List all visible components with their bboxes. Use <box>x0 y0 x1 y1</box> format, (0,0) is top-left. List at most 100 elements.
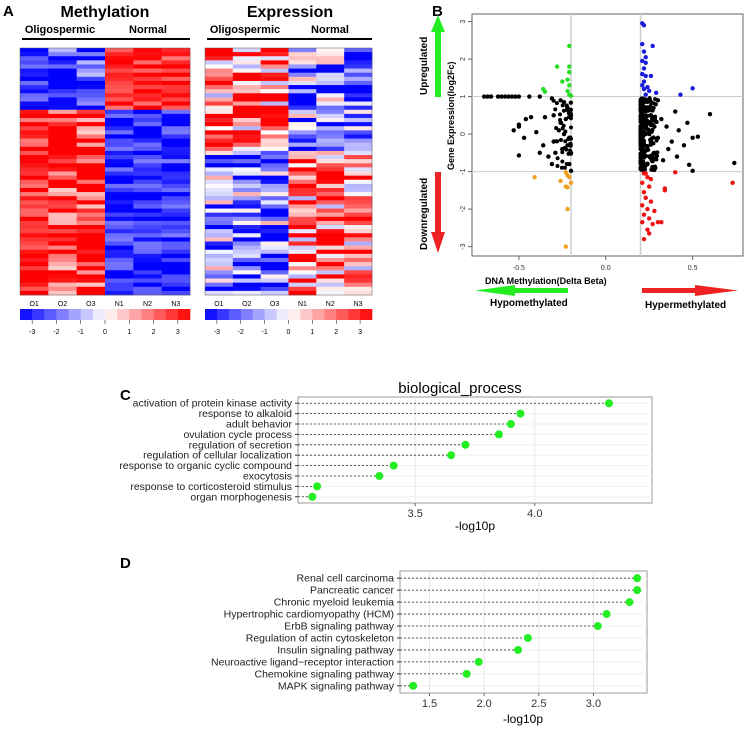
heatmap-cell <box>133 200 162 205</box>
heatmap-cell <box>344 229 373 234</box>
hypomethylated-label: Hypomethylated <box>490 298 568 309</box>
category-label: adult behavior <box>226 419 292 431</box>
heatmap-cell <box>232 196 261 201</box>
heatmap-cell <box>76 270 106 275</box>
methylation-group-oligo: Oligospermic <box>25 24 95 36</box>
heatmap-cell <box>288 266 317 271</box>
heatmap-cell <box>48 167 77 172</box>
heatmap-cell <box>76 257 106 263</box>
heatmap-cell <box>161 113 191 119</box>
heatmap-cell <box>260 146 289 152</box>
heatmap-cell <box>20 216 49 222</box>
colorbar-swatch <box>348 309 361 320</box>
heatmap-cell <box>260 212 289 218</box>
kegg-pathway-chart: 1.5 2.0 2.5 3.0 Renal cell carcinomaPancreat… <box>211 570 648 710</box>
heatmap-cell <box>260 200 289 205</box>
heatmap-cell <box>260 68 289 73</box>
scatter-point-hyper-up <box>641 49 647 54</box>
heatmap-cell <box>48 171 77 176</box>
scatter-point <box>558 112 563 117</box>
colorbar-tick: 3 <box>358 329 362 336</box>
scatter-point-not-significant <box>534 129 539 135</box>
heatmap-cell <box>161 85 191 90</box>
scatter-point-not-significant <box>674 154 680 159</box>
column-label: N3 <box>354 301 363 308</box>
column-label: O1 <box>214 301 223 308</box>
heatmap-cell <box>161 249 191 255</box>
heatmap-cell <box>288 208 317 213</box>
heatmap-cell <box>20 196 49 201</box>
heatmap-cell <box>133 233 162 238</box>
heatmap-cell <box>344 183 373 189</box>
scatter-point-not-significant <box>567 161 572 167</box>
heatmap-cell <box>105 290 134 296</box>
heatmap-cell <box>316 262 345 267</box>
category-label: Insulin signaling pathway <box>277 644 394 656</box>
category-label: regulation of cellular localization <box>143 450 292 462</box>
heatmap-cell <box>161 117 191 123</box>
heatmap-cell <box>288 138 317 143</box>
scatter-point-not-significant <box>516 124 522 129</box>
heatmap-cell <box>205 76 234 82</box>
heatmap-cell <box>232 192 261 197</box>
heatmap-cell <box>316 89 345 94</box>
y-tick-label: -1 <box>460 168 467 174</box>
scatter-point-hyper-down <box>645 175 650 180</box>
heatmap-cell <box>133 85 162 90</box>
colorbar-swatch <box>129 309 142 320</box>
heatmap-cell <box>133 155 162 160</box>
heatmap-cell <box>260 167 289 172</box>
heatmap-cell <box>232 204 261 209</box>
scatter-point-hyper-down <box>730 180 735 186</box>
heatmap-cell <box>288 192 317 197</box>
heatmap-cell <box>288 97 317 102</box>
heatmap-cell <box>133 163 162 168</box>
scatter-point-hyper-down <box>640 203 645 208</box>
scatter-point-not-significant <box>549 96 555 101</box>
scatter-point-hyper-down <box>643 195 648 201</box>
heatmap-cell <box>48 64 77 69</box>
heatmap-cell <box>161 278 191 283</box>
heatmap-cell <box>232 76 261 82</box>
heatmap-cell <box>48 290 77 296</box>
heatmap-cell <box>48 68 77 73</box>
plot-area <box>399 570 648 694</box>
heatmap-cell <box>260 80 289 86</box>
heatmap-cell <box>48 220 77 226</box>
scatter-point <box>560 150 565 155</box>
heatmap-cell <box>344 167 373 172</box>
scatter-point-not-significant <box>567 135 572 141</box>
heatmap-cell <box>48 76 77 82</box>
heatmap-cell <box>344 290 373 296</box>
scatter-point-hyper-down <box>640 180 645 186</box>
heatmap-cell <box>205 233 234 238</box>
heatmap-cell <box>344 245 373 251</box>
heatmap-cell <box>260 179 289 185</box>
heatmap-cell <box>316 208 345 213</box>
heatmap-cell <box>316 225 345 230</box>
hypermethylated-label: Hypermethylated <box>645 300 726 311</box>
heatmap-cell <box>316 130 345 135</box>
heatmap-cell <box>316 175 345 181</box>
heatmap-cell <box>205 72 234 78</box>
heatmap-cell <box>20 282 49 288</box>
heatmap-cell <box>205 167 234 172</box>
heatmap-cell <box>288 278 317 283</box>
heatmap-cell <box>232 163 261 168</box>
heatmap-cell <box>316 233 345 238</box>
heatmap-cell <box>344 212 373 218</box>
heatmap-cell <box>161 68 191 73</box>
x-tick-label: 3.5 <box>408 508 423 520</box>
scatter-ylabel: Gene Expression(log2Fc) <box>446 61 456 170</box>
scatter-point-not-significant <box>655 135 661 141</box>
heatmap-cell <box>105 229 134 234</box>
heatmap-cell <box>76 117 106 123</box>
heatmap-cell <box>105 216 134 222</box>
heatmap-cell <box>161 253 191 259</box>
heatmap-cell <box>232 68 261 73</box>
heatmap-cell <box>260 262 289 267</box>
heatmap-cell <box>20 192 49 197</box>
scatter-point <box>646 147 651 152</box>
heatmap-cell <box>232 60 261 65</box>
scatter-point <box>641 125 646 130</box>
